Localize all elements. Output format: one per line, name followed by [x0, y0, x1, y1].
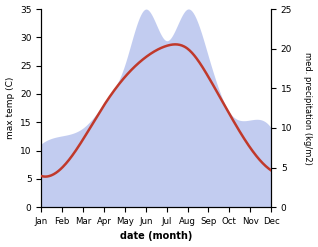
Y-axis label: med. precipitation (kg/m2): med. precipitation (kg/m2)	[303, 52, 313, 165]
X-axis label: date (month): date (month)	[120, 231, 192, 242]
Y-axis label: max temp (C): max temp (C)	[5, 77, 15, 139]
